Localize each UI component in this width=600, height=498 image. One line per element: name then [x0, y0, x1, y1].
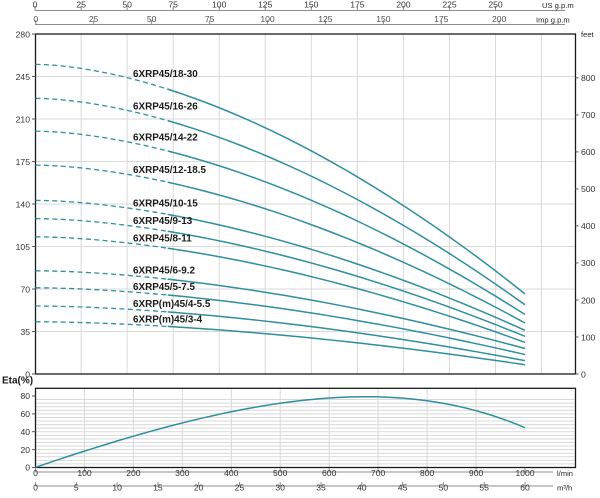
svg-text:210: 210	[16, 114, 31, 124]
svg-text:100: 100	[212, 0, 227, 10]
svg-text:140: 140	[16, 199, 31, 209]
svg-text:20: 20	[194, 482, 204, 492]
svg-text:6XRP45/14-22: 6XRP45/14-22	[133, 133, 198, 144]
svg-text:700: 700	[371, 468, 386, 478]
svg-text:245: 245	[16, 72, 31, 82]
svg-text:l/min: l/min	[557, 469, 573, 478]
svg-text:6XRP45/12-18.5: 6XRP45/12-18.5	[133, 165, 207, 176]
svg-text:150: 150	[304, 0, 319, 10]
svg-text:100: 100	[581, 332, 596, 342]
svg-text:500: 500	[581, 184, 596, 194]
svg-text:800: 800	[581, 73, 596, 83]
svg-text:250: 250	[488, 0, 503, 10]
svg-text:175: 175	[434, 14, 449, 24]
svg-text:300: 300	[581, 258, 596, 268]
svg-text:400: 400	[581, 221, 596, 231]
svg-text:75: 75	[168, 0, 178, 10]
svg-text:5: 5	[74, 482, 79, 492]
svg-text:400: 400	[224, 468, 239, 478]
svg-text:80: 80	[20, 391, 30, 401]
svg-text:25: 25	[76, 0, 86, 10]
svg-text:6XRP(m)45/3-4: 6XRP(m)45/3-4	[133, 314, 203, 325]
svg-text:0: 0	[25, 463, 30, 473]
svg-text:60: 60	[520, 482, 530, 492]
svg-text:Imp g.p.m: Imp g.p.m	[536, 15, 570, 24]
svg-text:50: 50	[122, 0, 132, 10]
svg-text:6XRP45/6-9.2: 6XRP45/6-9.2	[133, 266, 196, 277]
svg-text:100: 100	[260, 14, 275, 24]
svg-text:10: 10	[112, 482, 122, 492]
svg-text:175: 175	[16, 157, 31, 167]
svg-text:0: 0	[33, 482, 38, 492]
svg-text:6XRP45/16-26: 6XRP45/16-26	[133, 101, 198, 112]
svg-text:55: 55	[479, 482, 489, 492]
svg-text:0: 0	[581, 369, 586, 379]
svg-text:40: 40	[357, 482, 367, 492]
svg-text:125: 125	[318, 14, 333, 24]
svg-text:125: 125	[258, 0, 273, 10]
svg-text:225: 225	[442, 0, 457, 10]
svg-text:105: 105	[16, 242, 31, 252]
svg-text:300: 300	[175, 468, 190, 478]
svg-text:6XRP45/10-15: 6XRP45/10-15	[133, 198, 198, 209]
svg-text:35: 35	[20, 327, 30, 337]
svg-text:6XRP(m)45/4-5.5: 6XRP(m)45/4-5.5	[133, 299, 211, 310]
svg-text:75: 75	[205, 14, 215, 24]
svg-text:500: 500	[273, 468, 288, 478]
svg-text:6XRP45/18-30: 6XRP45/18-30	[133, 69, 198, 80]
svg-text:70: 70	[20, 284, 30, 294]
svg-text:900: 900	[469, 468, 484, 478]
svg-text:20: 20	[20, 445, 30, 455]
svg-text:0: 0	[33, 468, 38, 478]
svg-text:1000: 1000	[515, 468, 534, 478]
svg-text:6XRP45/8-11: 6XRP45/8-11	[133, 233, 192, 244]
svg-text:280: 280	[16, 29, 31, 39]
svg-text:200: 200	[126, 468, 141, 478]
svg-text:m³/h: m³/h	[557, 483, 572, 492]
svg-text:feet: feet	[581, 30, 595, 39]
svg-text:60: 60	[20, 409, 30, 419]
svg-text:600: 600	[581, 147, 596, 157]
svg-text:0: 0	[33, 0, 38, 10]
svg-text:700: 700	[581, 110, 596, 120]
svg-text:50: 50	[439, 482, 449, 492]
svg-text:200: 200	[581, 295, 596, 305]
svg-text:35: 35	[316, 482, 326, 492]
svg-text:600: 600	[322, 468, 337, 478]
svg-text:200: 200	[396, 0, 411, 10]
svg-text:100: 100	[77, 468, 92, 478]
svg-text:150: 150	[376, 14, 391, 24]
svg-text:15: 15	[153, 482, 163, 492]
svg-text:US g.p.m: US g.p.m	[542, 1, 574, 10]
svg-text:45: 45	[398, 482, 408, 492]
svg-text:25: 25	[89, 14, 99, 24]
svg-text:175: 175	[350, 0, 365, 10]
svg-text:6XRP45/9-13: 6XRP45/9-13	[133, 216, 193, 227]
svg-text:30: 30	[275, 482, 285, 492]
svg-text:0: 0	[33, 14, 38, 24]
svg-text:800: 800	[420, 468, 435, 478]
svg-text:6XRP45/5-7.5: 6XRP45/5-7.5	[133, 282, 196, 293]
svg-text:200: 200	[492, 14, 507, 24]
svg-text:50: 50	[147, 14, 157, 24]
svg-text:25: 25	[235, 482, 245, 492]
svg-text:40: 40	[20, 427, 30, 437]
svg-text:Eta(%): Eta(%)	[2, 375, 33, 386]
